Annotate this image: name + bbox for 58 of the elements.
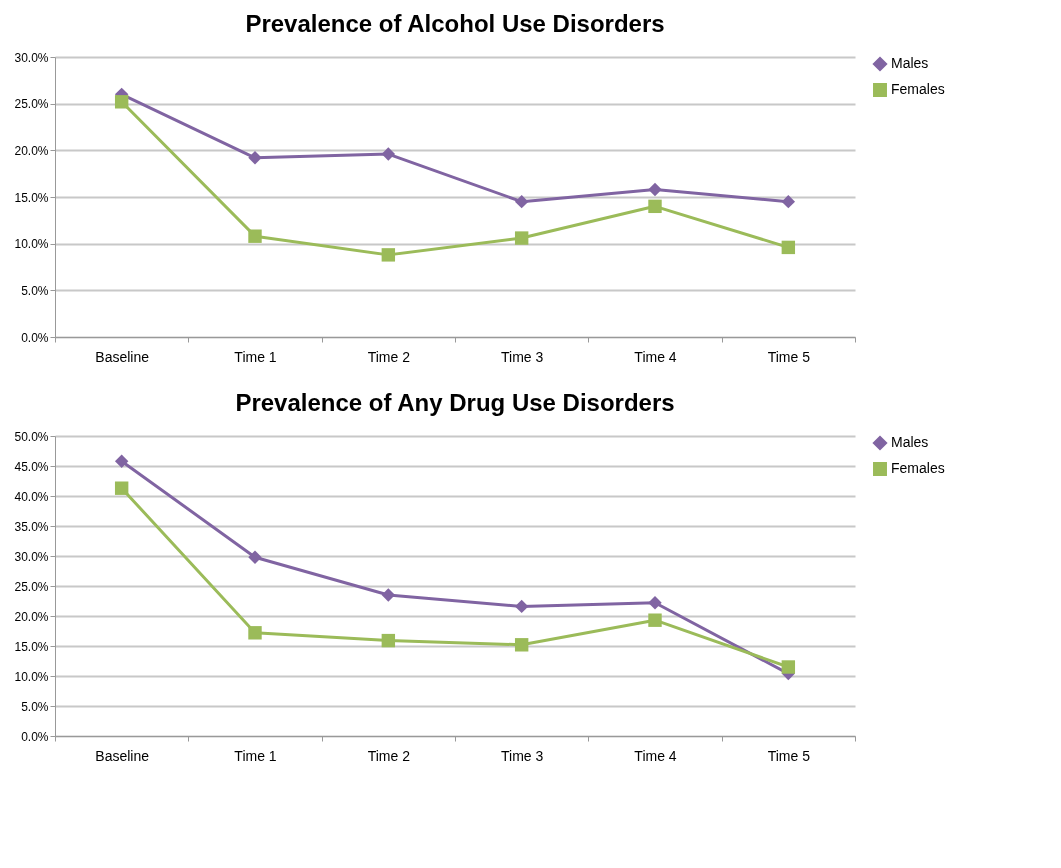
x-tick-label: Baseline xyxy=(95,348,150,365)
point xyxy=(248,151,262,165)
y-tick-label: 15.0% xyxy=(14,639,49,654)
x-tick-label: Baseline xyxy=(95,747,150,764)
x-tick-label: Time 3 xyxy=(501,747,544,764)
point xyxy=(648,613,662,627)
legend-label: Males xyxy=(891,55,929,71)
y-tick-label: 30.0% xyxy=(14,50,49,65)
x-tick-label: Time 1 xyxy=(234,747,277,764)
x-tick-label: Time 1 xyxy=(234,348,277,365)
x-tick-label: Time 4 xyxy=(634,747,677,764)
point xyxy=(648,199,662,214)
y-tick-label: 0.0% xyxy=(21,729,49,744)
point xyxy=(248,229,262,243)
x-tick-label: Time 3 xyxy=(501,348,544,365)
y-tick-label: 25.0% xyxy=(14,97,49,112)
x-tick-label: Time 5 xyxy=(767,747,811,764)
point xyxy=(114,454,129,468)
y-tick-label: 20.0% xyxy=(14,609,49,624)
point xyxy=(381,588,396,602)
legend-label: Females xyxy=(891,460,945,476)
y-tick-label: 5.0% xyxy=(21,283,49,298)
legend-label: Males xyxy=(891,434,929,450)
point xyxy=(114,481,129,495)
point xyxy=(648,596,662,610)
x-tick-label: Time 5 xyxy=(767,348,811,365)
point xyxy=(381,633,396,648)
point xyxy=(248,626,262,640)
point xyxy=(514,194,529,209)
point xyxy=(514,231,529,245)
legend-label: Females xyxy=(891,81,945,97)
point xyxy=(514,638,529,652)
y-tick-label: 10.0% xyxy=(14,237,49,252)
y-tick-label: 10.0% xyxy=(14,669,49,684)
x-tick-label: Time 2 xyxy=(367,348,411,365)
x-tick-label: Time 4 xyxy=(634,348,677,365)
point xyxy=(781,240,796,255)
point xyxy=(381,248,396,262)
y-tick-label: 35.0% xyxy=(14,519,49,534)
point xyxy=(381,147,396,161)
y-tick-label: 40.0% xyxy=(14,489,49,504)
y-tick-label: 15.0% xyxy=(14,190,49,205)
point xyxy=(648,182,662,197)
chart-title: Prevalence of Any Drug Use Disorders xyxy=(235,389,675,416)
point xyxy=(781,194,796,209)
y-tick-label: 45.0% xyxy=(14,459,49,474)
y-tick-label: 50.0% xyxy=(14,429,49,444)
y-tick-label: 5.0% xyxy=(21,699,49,714)
point xyxy=(114,95,129,109)
y-tick-label: 30.0% xyxy=(14,549,49,564)
y-tick-label: 25.0% xyxy=(14,579,49,594)
x-tick-label: Time 2 xyxy=(367,747,411,764)
point xyxy=(514,599,529,614)
point xyxy=(781,660,796,674)
y-tick-label: 0.0% xyxy=(21,330,49,345)
point xyxy=(248,550,262,564)
y-tick-label: 20.0% xyxy=(14,143,49,158)
chart-title: Prevalence of Alcohol Use Disorders xyxy=(245,10,665,37)
